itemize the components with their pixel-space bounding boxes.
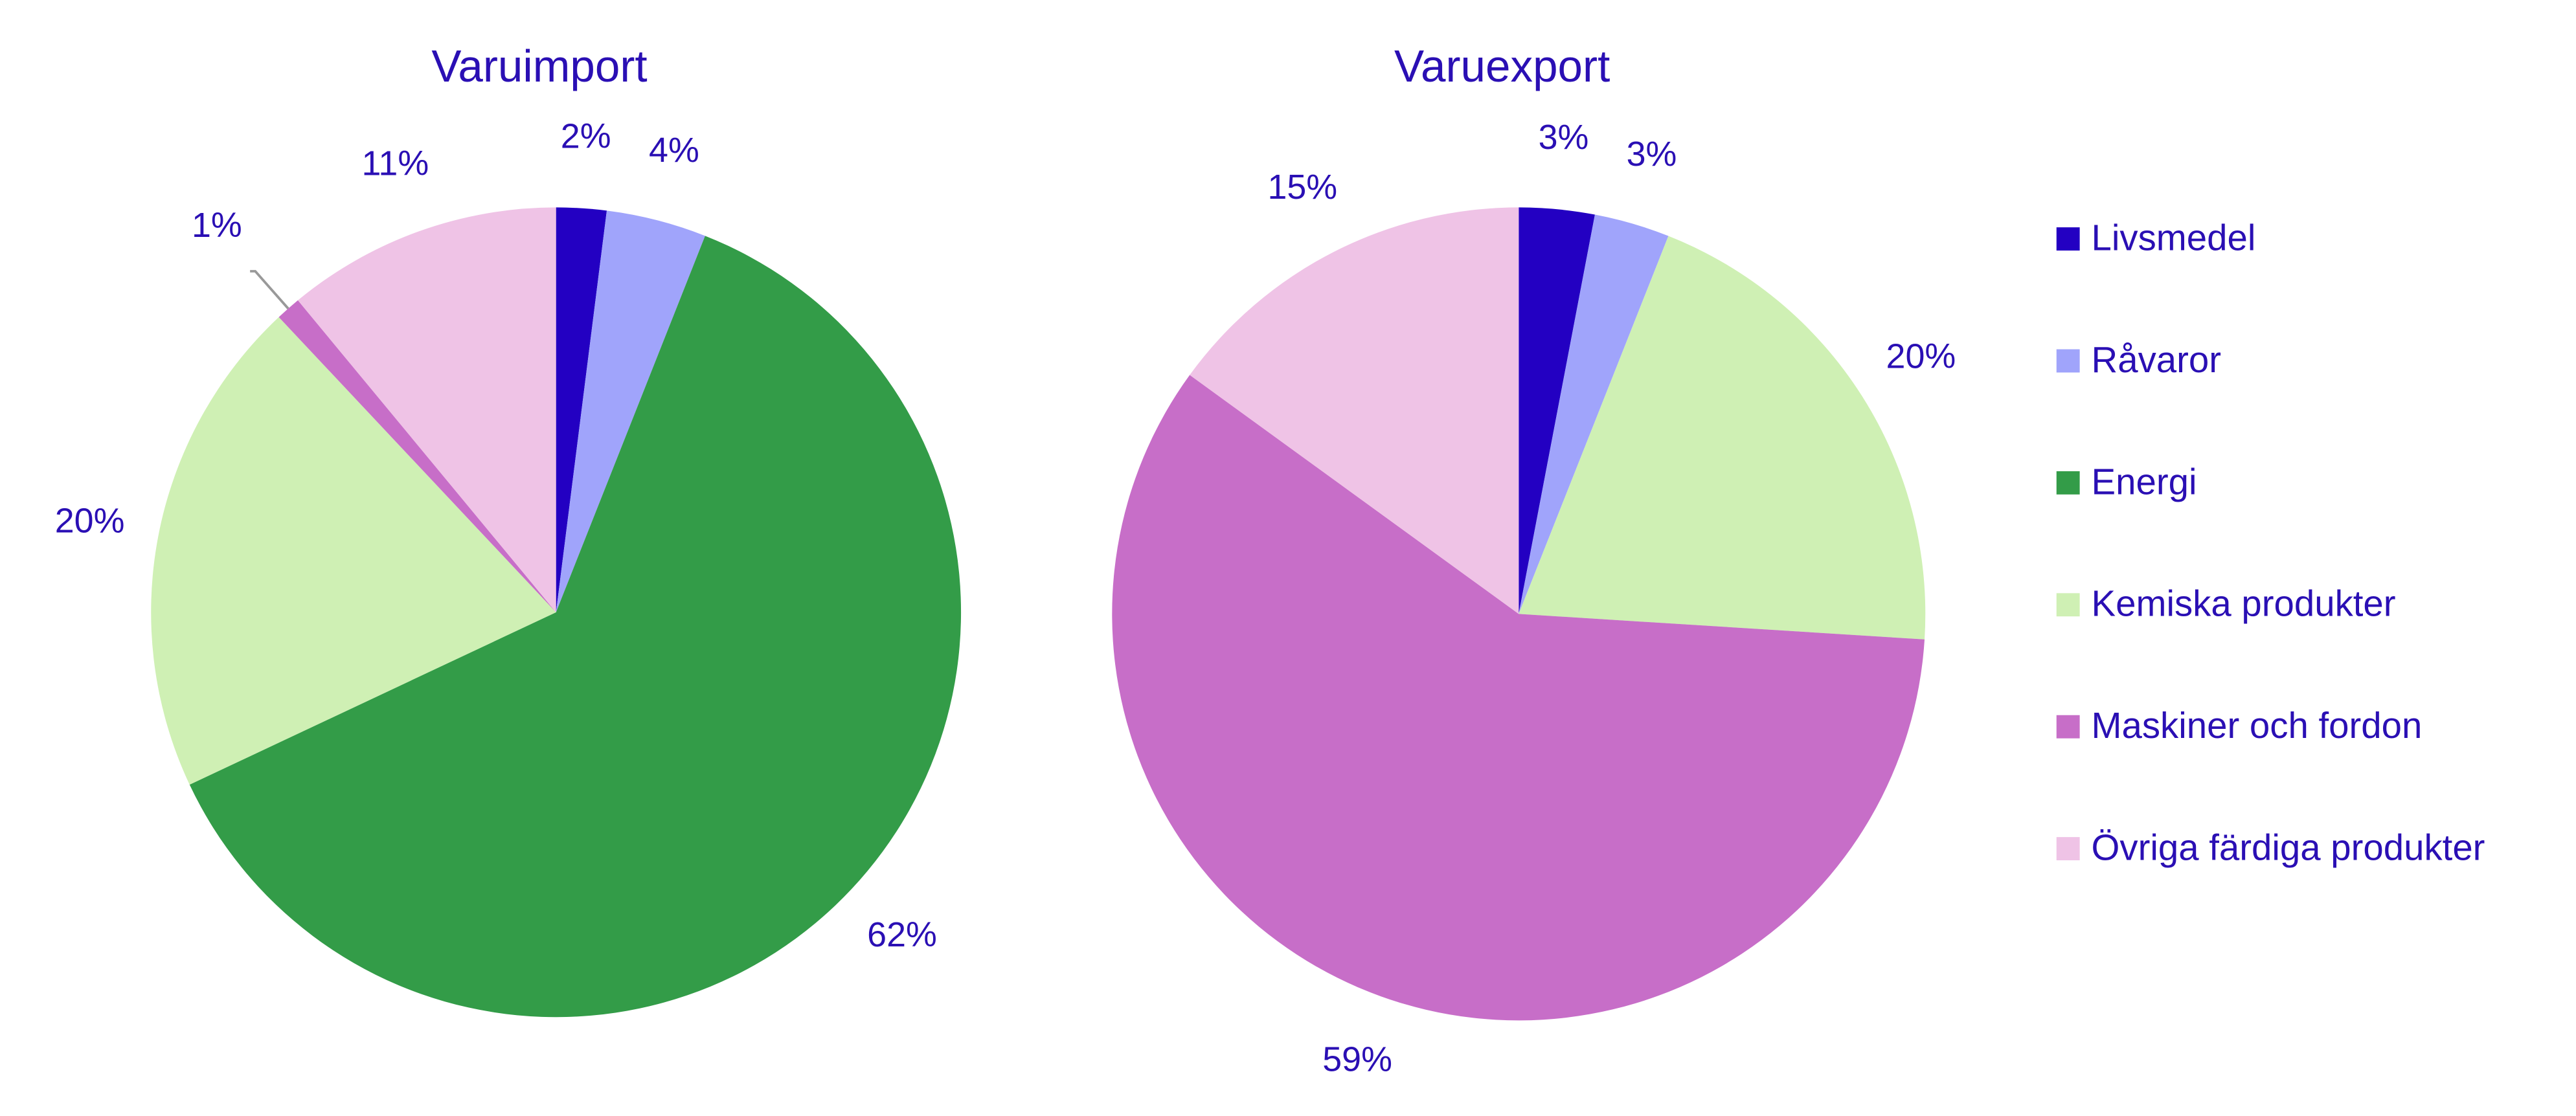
data-label: 1% xyxy=(192,206,242,245)
legend-label: Kemiska produkter xyxy=(2092,583,2396,624)
data-label: 3% xyxy=(1539,118,1589,157)
pie-slice xyxy=(151,317,556,785)
legend-swatch xyxy=(2056,471,2080,495)
data-label: 11% xyxy=(361,144,429,183)
legend-swatch xyxy=(2056,349,2080,373)
data-label-unit: % xyxy=(1361,1040,1392,1079)
pie-slice xyxy=(556,210,705,612)
legend-label: Livsmedel xyxy=(2092,218,2256,258)
data-label-unit: % xyxy=(580,117,611,155)
pie-slice xyxy=(278,300,556,612)
data-label-unit: % xyxy=(668,131,699,170)
data-label: 59% xyxy=(1322,1040,1392,1079)
legend-swatch xyxy=(2056,837,2080,861)
data-label-unit: % xyxy=(211,206,242,245)
data-label-unit: % xyxy=(1925,337,1956,375)
data-label: 15% xyxy=(1267,168,1337,206)
pie-slice xyxy=(556,207,607,612)
pie-slice xyxy=(189,236,962,1018)
pie-slice xyxy=(1519,214,1669,614)
pie-slice xyxy=(1519,207,1595,614)
data-label-unit: % xyxy=(398,144,429,183)
data-label-unit: % xyxy=(1306,168,1337,206)
data-label-unit: % xyxy=(906,915,937,954)
data-label: 20% xyxy=(55,502,125,541)
data-label: 20% xyxy=(1886,337,1956,375)
data-label: 3% xyxy=(1627,135,1677,173)
legend-label: Energi xyxy=(2092,461,2197,502)
legend-swatch xyxy=(2056,227,2080,251)
data-label-unit: % xyxy=(94,502,125,541)
pie-slice xyxy=(1519,236,1926,640)
pie-slice xyxy=(1112,375,1925,1021)
leader-line xyxy=(250,270,289,309)
legend-label: Övriga färdiga produkter xyxy=(2092,827,2485,868)
data-label: 2% xyxy=(561,117,611,155)
chart-title: Varuexport xyxy=(1394,41,1610,91)
legend-label: Maskiner och fordon xyxy=(2092,705,2423,746)
legend-swatch xyxy=(2056,593,2080,617)
legend-swatch xyxy=(2056,715,2080,739)
data-label-unit: % xyxy=(1646,135,1677,173)
chart-title: Varuimport xyxy=(431,41,647,91)
data-label: 4% xyxy=(649,131,699,170)
pie-slice xyxy=(298,207,556,612)
data-label-unit: % xyxy=(1558,118,1589,157)
legend-label: Råvaror xyxy=(2092,339,2222,380)
data-label: 62% xyxy=(867,915,937,954)
pie-slice xyxy=(1190,207,1519,614)
